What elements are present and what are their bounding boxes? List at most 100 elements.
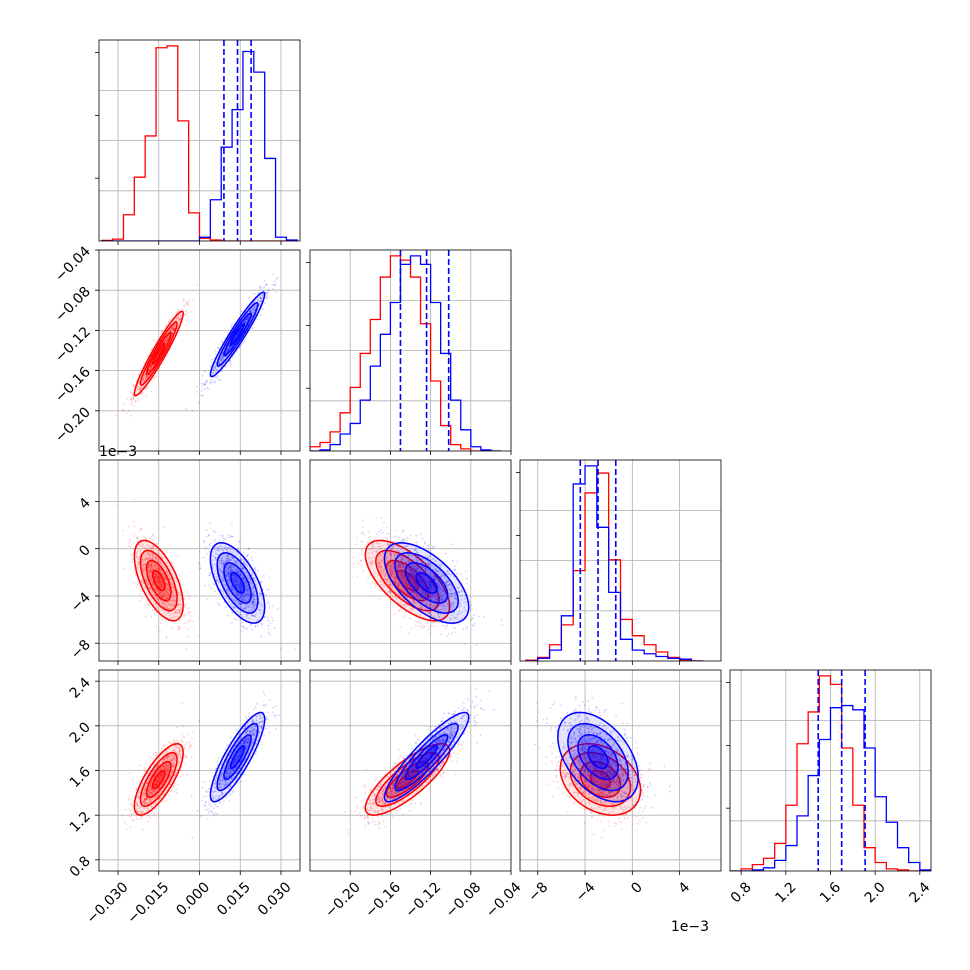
sample-point-red xyxy=(352,556,355,559)
sample-point-red xyxy=(182,614,185,617)
sample-point-blue xyxy=(206,386,209,389)
sample-point-blue xyxy=(249,310,251,313)
sample-point-blue xyxy=(250,581,253,584)
sample-point-red xyxy=(423,625,425,628)
sample-point-red xyxy=(177,310,180,313)
sample-point-blue xyxy=(224,561,227,564)
sample-point-blue xyxy=(227,571,229,574)
sample-point-red xyxy=(171,603,173,606)
sample-point-red xyxy=(401,558,404,561)
sample-point-red xyxy=(182,300,185,302)
sample-point-red xyxy=(160,348,162,351)
sample-point-blue xyxy=(234,602,237,605)
sample-point-blue xyxy=(230,564,233,567)
sample-point-red xyxy=(146,558,149,561)
sample-point-red xyxy=(165,324,168,327)
sample-point-red xyxy=(352,563,355,565)
sample-point-red xyxy=(172,326,175,329)
sample-point-red xyxy=(155,576,158,579)
sample-point-blue xyxy=(252,602,254,604)
sample-point-blue xyxy=(267,291,269,294)
sample-point-blue xyxy=(226,588,228,591)
sample-point-red xyxy=(149,366,152,368)
sample-point-red xyxy=(171,600,173,603)
sample-point-blue xyxy=(225,548,228,551)
sample-point-red xyxy=(157,565,160,568)
sample-point-blue xyxy=(253,590,256,593)
sample-point-red xyxy=(176,611,179,614)
sample-point-red xyxy=(155,572,158,575)
sample-point-red xyxy=(139,543,142,546)
sample-point-red xyxy=(170,583,173,586)
sample-point-blue xyxy=(218,362,220,365)
sample-point-blue xyxy=(213,357,216,360)
sample-point-blue xyxy=(208,574,211,577)
sample-point-blue xyxy=(226,348,229,351)
sample-point-red xyxy=(147,566,149,569)
sample-point-blue xyxy=(222,563,224,566)
sample-point-blue xyxy=(231,586,234,589)
sample-point-red xyxy=(373,538,375,541)
sample-point-blue xyxy=(231,570,234,573)
sample-point-red xyxy=(150,598,152,601)
sample-point-red xyxy=(161,556,163,559)
sample-point-blue xyxy=(245,321,248,324)
sample-point-red xyxy=(378,555,381,558)
sample-point-blue xyxy=(214,350,217,353)
sample-point-blue xyxy=(222,579,225,582)
sample-point-blue xyxy=(232,581,235,583)
sample-point-blue xyxy=(236,592,239,594)
sample-point-blue xyxy=(234,336,237,338)
sample-point-red xyxy=(176,335,178,337)
sample-point-blue xyxy=(220,560,223,563)
sample-point-red xyxy=(140,580,143,582)
sample-point-blue xyxy=(237,331,240,334)
sample-point-red xyxy=(128,539,131,542)
sample-point-red xyxy=(183,606,186,609)
sample-point-blue xyxy=(226,560,229,563)
sample-point-red xyxy=(177,315,179,318)
sample-point-blue xyxy=(239,589,242,592)
sample-point-red xyxy=(143,374,146,376)
sample-point-red xyxy=(164,578,166,581)
sample-point-red xyxy=(183,615,186,617)
sample-point-red xyxy=(172,328,175,330)
sample-point-blue xyxy=(212,371,215,374)
sample-point-red xyxy=(146,557,149,560)
sample-point-blue xyxy=(266,589,268,591)
sample-point-blue xyxy=(244,323,247,325)
sample-point-red xyxy=(150,580,153,583)
sample-point-red xyxy=(442,594,444,597)
sample-point-red xyxy=(157,580,159,583)
sample-point-red xyxy=(145,557,148,560)
sample-point-red xyxy=(177,317,179,320)
sample-point-blue xyxy=(222,536,224,539)
sample-point-blue xyxy=(451,543,453,546)
sample-point-blue xyxy=(220,559,223,562)
sample-point-blue xyxy=(226,557,229,560)
sample-point-red xyxy=(159,622,162,625)
sample-point-blue xyxy=(229,546,232,549)
sample-point-blue xyxy=(242,566,244,569)
sample-point-red xyxy=(178,317,181,319)
sample-point-red xyxy=(152,583,155,586)
sample-point-red xyxy=(183,313,186,316)
sample-point-blue xyxy=(199,567,202,570)
sample-point-red xyxy=(138,380,141,383)
sample-point-blue xyxy=(213,583,216,586)
sample-point-blue xyxy=(238,586,241,589)
sample-point-blue xyxy=(216,547,219,549)
sample-point-blue xyxy=(252,586,254,589)
sample-point-blue xyxy=(267,601,270,603)
sample-point-red xyxy=(180,597,183,600)
sample-point-blue xyxy=(246,614,248,616)
sample-point-blue xyxy=(230,570,233,573)
sample-point-red xyxy=(155,558,158,561)
sample-point-blue xyxy=(245,589,248,592)
sample-point-red xyxy=(402,588,404,591)
sample-point-red xyxy=(147,557,150,560)
sample-point-blue xyxy=(227,573,230,576)
sample-point-red xyxy=(144,615,147,618)
sample-point-red xyxy=(398,582,401,585)
sample-point-blue xyxy=(219,358,222,361)
